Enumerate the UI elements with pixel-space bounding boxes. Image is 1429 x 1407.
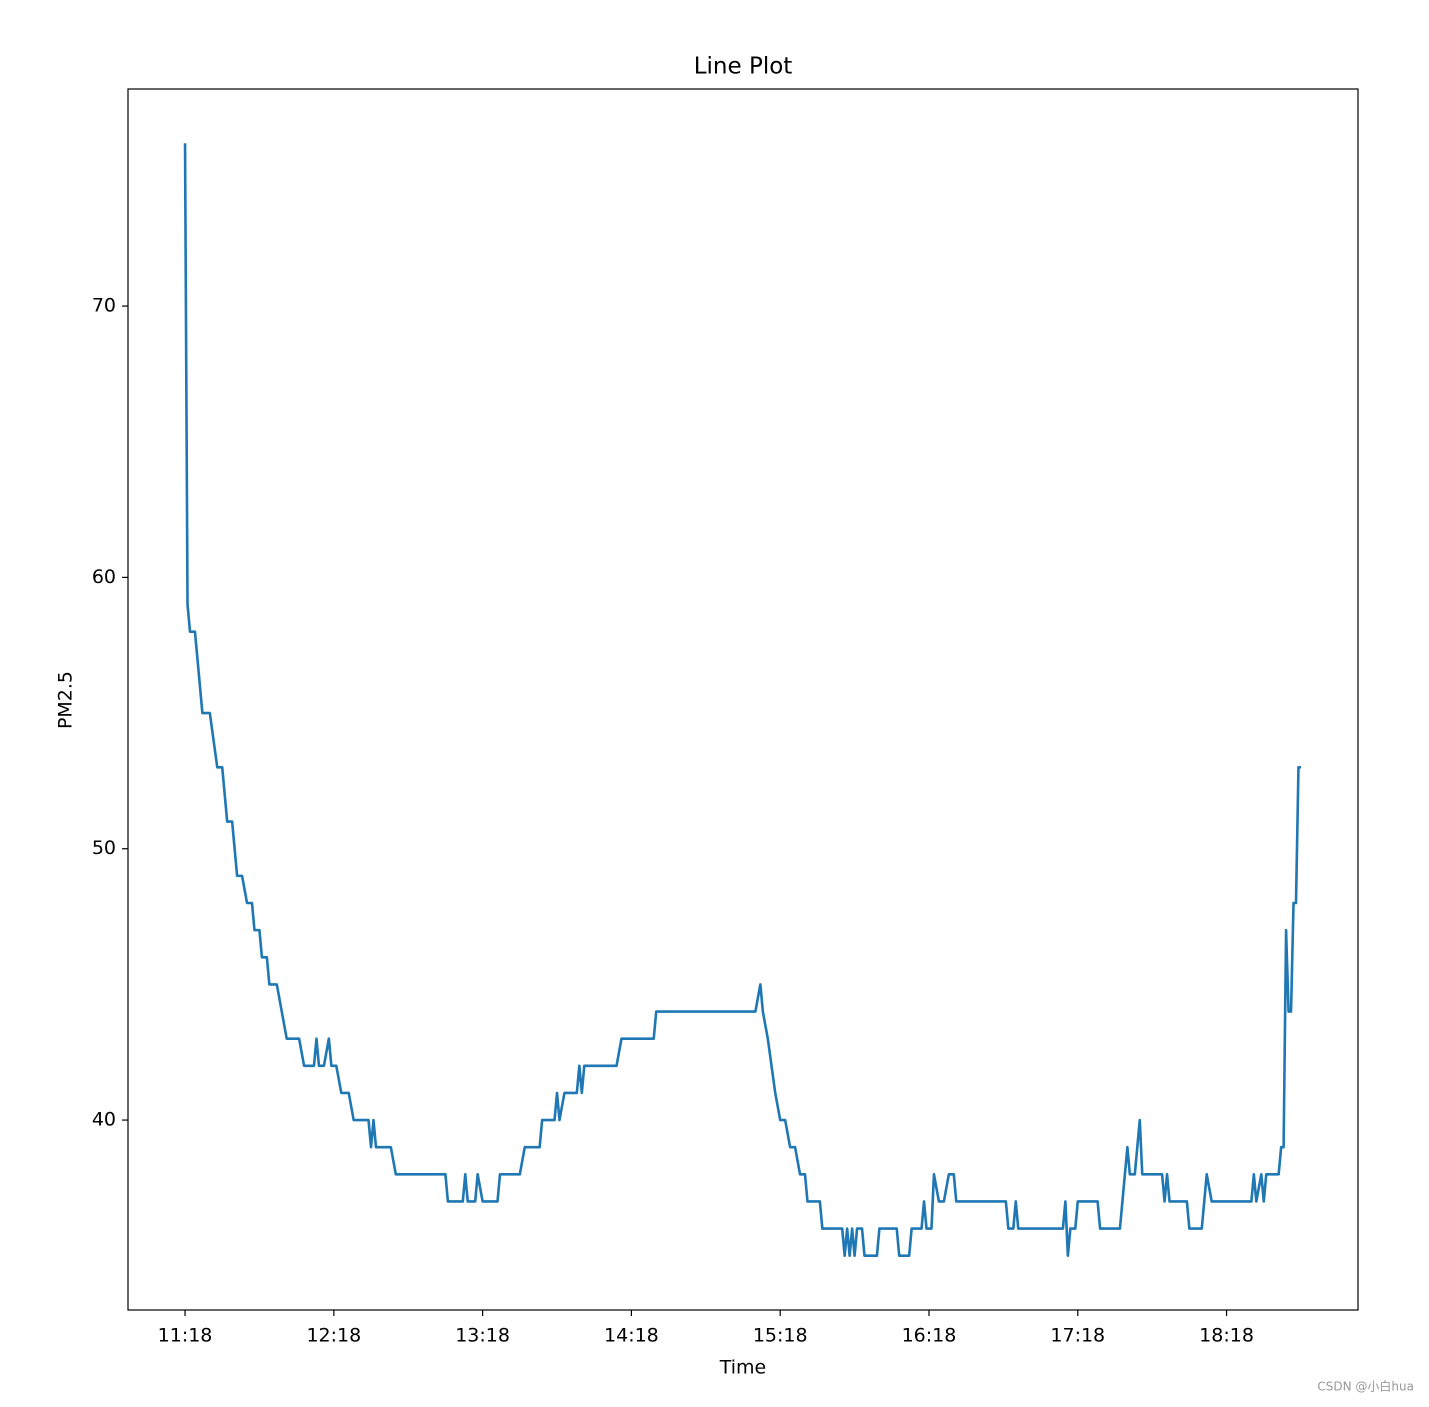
x-tick-label: 13:18 xyxy=(455,1325,510,1347)
x-tick-label: 11:18 xyxy=(158,1325,213,1347)
y-tick-label: 40 xyxy=(92,1109,116,1131)
x-tick-label: 15:18 xyxy=(753,1325,808,1347)
x-tick-label: 16:18 xyxy=(902,1325,957,1347)
x-tick-label: 14:18 xyxy=(604,1325,659,1347)
y-tick-label: 50 xyxy=(92,837,116,859)
x-tick-label: 12:18 xyxy=(306,1325,361,1347)
y-tick-label: 70 xyxy=(92,295,116,317)
y-axis-label: PM2.5 xyxy=(55,671,77,729)
x-tick-label: 17:18 xyxy=(1050,1325,1105,1347)
chart-title: Line Plot xyxy=(694,54,793,80)
plot-frame xyxy=(127,88,1359,1311)
watermark: CSDN @小白hua xyxy=(1317,1379,1414,1394)
x-axis-label: Time xyxy=(719,1357,767,1379)
data-line xyxy=(183,143,1301,1258)
y-tick-label: 60 xyxy=(92,566,116,588)
x-tick-label: 18:18 xyxy=(1199,1325,1254,1347)
